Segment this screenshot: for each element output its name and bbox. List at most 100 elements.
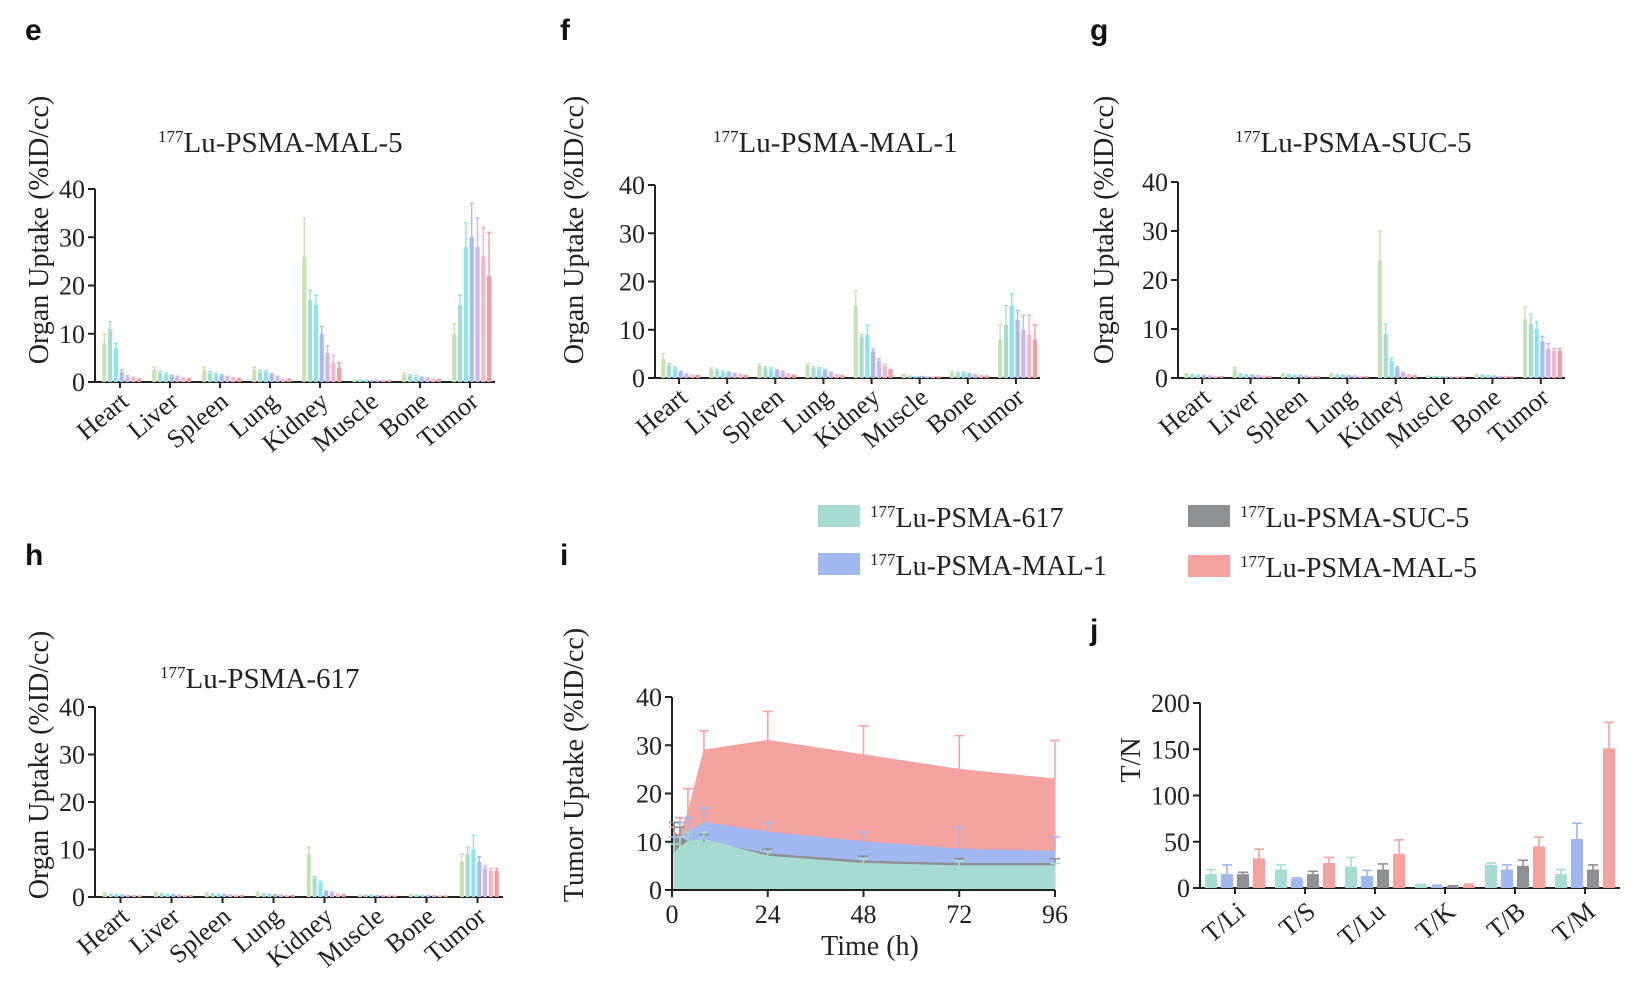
- panel-f-bar: [859, 336, 864, 378]
- panel-h-bar: [420, 895, 425, 897]
- panel-e-bar: [102, 343, 107, 382]
- panel-h-bar: [216, 894, 221, 897]
- panel-f-bar: [720, 372, 726, 378]
- panel-e-bar: [237, 379, 242, 382]
- panel-j-xtick-label: T/S: [1273, 896, 1320, 942]
- panel-h-bar: [312, 878, 317, 897]
- panel-f-ytick-label: 30: [619, 219, 645, 248]
- panel-g-bar: [1213, 377, 1218, 378]
- panel-f-bar: [882, 365, 887, 378]
- panel-f-bar: [949, 372, 955, 378]
- panel-h-bar: [227, 895, 233, 897]
- panel-e-bar: [437, 380, 442, 382]
- panel-g-bar: [1201, 376, 1206, 378]
- panel-f-bar: [763, 368, 768, 378]
- panel-g-bar: [1255, 376, 1261, 378]
- panel-i-xtick-label: 24: [755, 900, 781, 929]
- panel-e-bar: [358, 380, 363, 382]
- panel-e-ytick-label: 10: [59, 320, 85, 349]
- panel-e-bar: [469, 237, 474, 382]
- panel-e-bar: [463, 246, 468, 382]
- panel-g-bar: [1534, 329, 1539, 378]
- panel-f-bar: [672, 368, 677, 378]
- panel-g-bar: [1528, 324, 1533, 378]
- panel-f-bar: [973, 375, 978, 378]
- panel-g-bar: [1207, 376, 1212, 378]
- panel-h-bar: [459, 861, 464, 897]
- panel-i-xtick-label: 48: [851, 900, 877, 929]
- panel-h-bar: [255, 893, 260, 897]
- panel-e-bar: [413, 377, 418, 382]
- panel-h-ytick-label: 20: [59, 788, 85, 817]
- panel-e-bar: [213, 374, 218, 382]
- panel-h-title: 177Lu-PSMA-617: [160, 663, 360, 695]
- panel-f-bar: [709, 369, 714, 378]
- panel-f-bar: [876, 361, 882, 378]
- panel-h-bar: [159, 894, 164, 897]
- panel-e-bar: [287, 379, 292, 382]
- panel-g-bar: [1232, 369, 1237, 378]
- panel-h-bar: [414, 895, 419, 897]
- panel-j-bar-p617: [1485, 864, 1497, 888]
- panel-g-ytick-label: 10: [1142, 315, 1168, 344]
- panel-h-bar: [369, 895, 374, 897]
- panel-f-bar: [978, 376, 984, 378]
- panel-g-title: 177Lu-PSMA-SUC-5: [1235, 127, 1472, 159]
- panel-f-bar: [834, 375, 839, 378]
- panel-h-bar: [137, 896, 142, 898]
- panel-f-bar: [732, 374, 737, 378]
- panel-f-bar: [1003, 324, 1009, 378]
- panel-g-bar: [1352, 376, 1357, 378]
- panel-e-bar: [337, 367, 342, 382]
- panel-j-bar-suc5: [1307, 874, 1319, 888]
- panel-g-bar: [1341, 375, 1346, 378]
- panel-e-bar: [163, 374, 168, 382]
- panel-h-bar: [204, 893, 209, 897]
- panel-h-bar: [318, 882, 323, 897]
- panel-h-bar: [114, 895, 119, 897]
- panel-e-bar: [225, 377, 230, 382]
- panel-j-bar-mal1: [1221, 874, 1233, 888]
- legend-label-mal5: 177Lu-PSMA-MAL-5: [1240, 552, 1477, 584]
- panel-j-bar-mal5: [1393, 853, 1405, 888]
- chart-j: 0 50 100 150 200 T/Li T/S T/Lu T/K T/B T/M: [1151, 689, 1620, 952]
- panel-e-bar: [352, 380, 357, 382]
- panel-h-bar: [278, 895, 284, 897]
- panel-e-bar: [158, 373, 163, 382]
- panel-h-bar: [120, 895, 125, 897]
- panel-g-bar: [1377, 260, 1383, 378]
- panel-j-ytick-label: 50: [1164, 828, 1190, 857]
- panel-e-bar: [152, 369, 157, 382]
- panel-f-title: 177Lu-PSMA-MAL-1: [713, 127, 958, 159]
- panel-h-bar: [386, 896, 391, 897]
- panel-h-bar: [324, 892, 329, 897]
- panel-f-bar: [936, 377, 941, 379]
- panel-g-bar: [1540, 341, 1545, 378]
- panel-g-bar: [1238, 374, 1243, 378]
- panel-g-bar: [1250, 375, 1255, 378]
- panel-g-bar: [1503, 377, 1508, 378]
- panel-h-bar: [431, 896, 437, 897]
- panel-f-ytick-label: 20: [619, 268, 645, 297]
- panel-j-bar-mal5: [1603, 748, 1615, 888]
- panel-f-bar: [930, 377, 935, 379]
- panel-g-bar: [1557, 351, 1562, 378]
- panel-g-bar: [1431, 377, 1437, 378]
- legend-label-suc5: 177Lu-PSMA-SUC-5: [1240, 502, 1469, 534]
- panel-f-bar: [907, 376, 912, 378]
- panel-h-xtick-label: Tumor: [419, 901, 491, 968]
- panel-f-bar: [661, 358, 666, 378]
- panel-e-bar: [125, 377, 130, 382]
- panel-e-bar: [313, 304, 318, 382]
- panel-j-bar-mal1: [1361, 875, 1373, 888]
- panel-e-bar: [331, 362, 336, 382]
- panel-e-bar: [425, 379, 430, 382]
- chart-f: 010203040HeartLiverSpleenLungKidneyMuscl…: [619, 171, 1040, 454]
- panel-h-bar: [233, 896, 238, 897]
- panel-g-bar: [1195, 375, 1201, 378]
- panel-h-bar: [108, 894, 113, 897]
- panel-f-bar: [786, 374, 791, 378]
- panel-h-bar: [102, 893, 107, 897]
- panel-g-bar: [1395, 368, 1400, 378]
- panel-h-bar: [210, 894, 215, 897]
